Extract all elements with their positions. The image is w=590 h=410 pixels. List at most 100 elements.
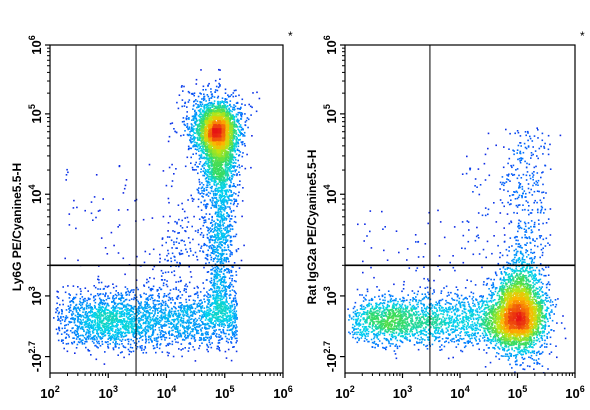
event-point: [104, 302, 107, 304]
event-point: [76, 325, 78, 327]
event-point: [225, 357, 228, 359]
event-point: [233, 316, 236, 318]
event-point: [145, 318, 148, 321]
event-point: [82, 300, 85, 302]
event-point: [195, 83, 198, 85]
event-point: [208, 336, 211, 339]
event-point: [169, 298, 172, 301]
event-point: [231, 154, 233, 156]
event-point: [89, 325, 91, 327]
event-point: [153, 314, 155, 316]
event-point: [198, 305, 201, 307]
event-point: [216, 245, 219, 247]
event-point: [55, 328, 58, 331]
event-point: [210, 319, 212, 322]
event-point: [215, 234, 217, 237]
event-point: [223, 318, 226, 320]
event-point: [96, 346, 98, 348]
event-point: [224, 291, 227, 293]
event-point: [205, 207, 207, 210]
event-point: [120, 328, 122, 330]
event-point: [235, 119, 238, 122]
event-point: [241, 103, 243, 105]
event-point: [212, 314, 214, 316]
event-point: [192, 254, 195, 256]
event-point: [112, 300, 115, 303]
event-point: [201, 332, 204, 335]
event-point: [205, 279, 208, 281]
event-point: [110, 312, 112, 315]
event-point: [113, 303, 116, 305]
event-point: [232, 115, 234, 117]
event-point: [217, 95, 220, 98]
event-point: [201, 186, 203, 189]
event-point: [228, 294, 231, 297]
event-point: [187, 134, 190, 137]
event-point: [227, 308, 229, 311]
event-point: [147, 312, 150, 314]
event-point: [229, 315, 232, 317]
event-point: [204, 257, 207, 259]
event-point: [235, 153, 238, 155]
event-point: [186, 332, 189, 335]
event-point: [189, 140, 192, 143]
event-point: [209, 280, 211, 283]
event-point: [133, 289, 135, 291]
event-point: [106, 332, 109, 335]
event-point: [232, 108, 234, 111]
event-point: [131, 289, 133, 291]
event-point: [198, 181, 201, 183]
event-point: [100, 237, 103, 239]
event-point: [161, 318, 163, 320]
event-point: [135, 299, 138, 301]
event-point: [107, 341, 109, 343]
event-point: [196, 149, 198, 151]
event-point: [113, 338, 116, 340]
event-point: [207, 229, 210, 232]
event-point: [174, 306, 176, 309]
event-point: [92, 308, 94, 310]
event-point: [75, 334, 77, 336]
event-point: [224, 163, 227, 165]
event-point: [213, 310, 215, 313]
event-point: [231, 199, 233, 202]
event-point: [196, 323, 199, 326]
event-point: [235, 332, 237, 334]
event-point: [95, 358, 98, 361]
event-point: [86, 323, 89, 325]
event-point: [143, 348, 145, 351]
event-point: [197, 309, 200, 312]
event-point: [179, 306, 181, 309]
event-point: [222, 215, 224, 217]
event-point: [130, 338, 132, 341]
event-point: [214, 300, 217, 303]
event-point: [201, 149, 204, 152]
event-point: [180, 134, 182, 137]
event-point: [196, 133, 199, 135]
event-point: [233, 118, 236, 121]
event-point: [201, 314, 204, 316]
event-point: [158, 296, 160, 299]
event-point: [140, 335, 143, 338]
event-point: [123, 346, 125, 348]
event-point: [117, 329, 119, 332]
event-point: [235, 159, 237, 161]
event-point: [178, 331, 180, 334]
event-point: [130, 298, 133, 300]
event-point: [189, 147, 191, 150]
event-point: [206, 344, 209, 347]
event-point: [167, 197, 170, 200]
event-point: [218, 333, 220, 336]
event-point: [178, 348, 180, 350]
event-point: [234, 186, 237, 188]
event-point: [219, 219, 222, 222]
event-point: [147, 317, 149, 320]
event-point: [188, 347, 190, 349]
event-point: [87, 325, 89, 327]
event-point: [94, 306, 96, 309]
event-point: [218, 322, 221, 325]
event-point: [221, 180, 224, 183]
event-point: [122, 331, 124, 333]
event-point: [132, 350, 135, 353]
event-point: [136, 314, 138, 317]
